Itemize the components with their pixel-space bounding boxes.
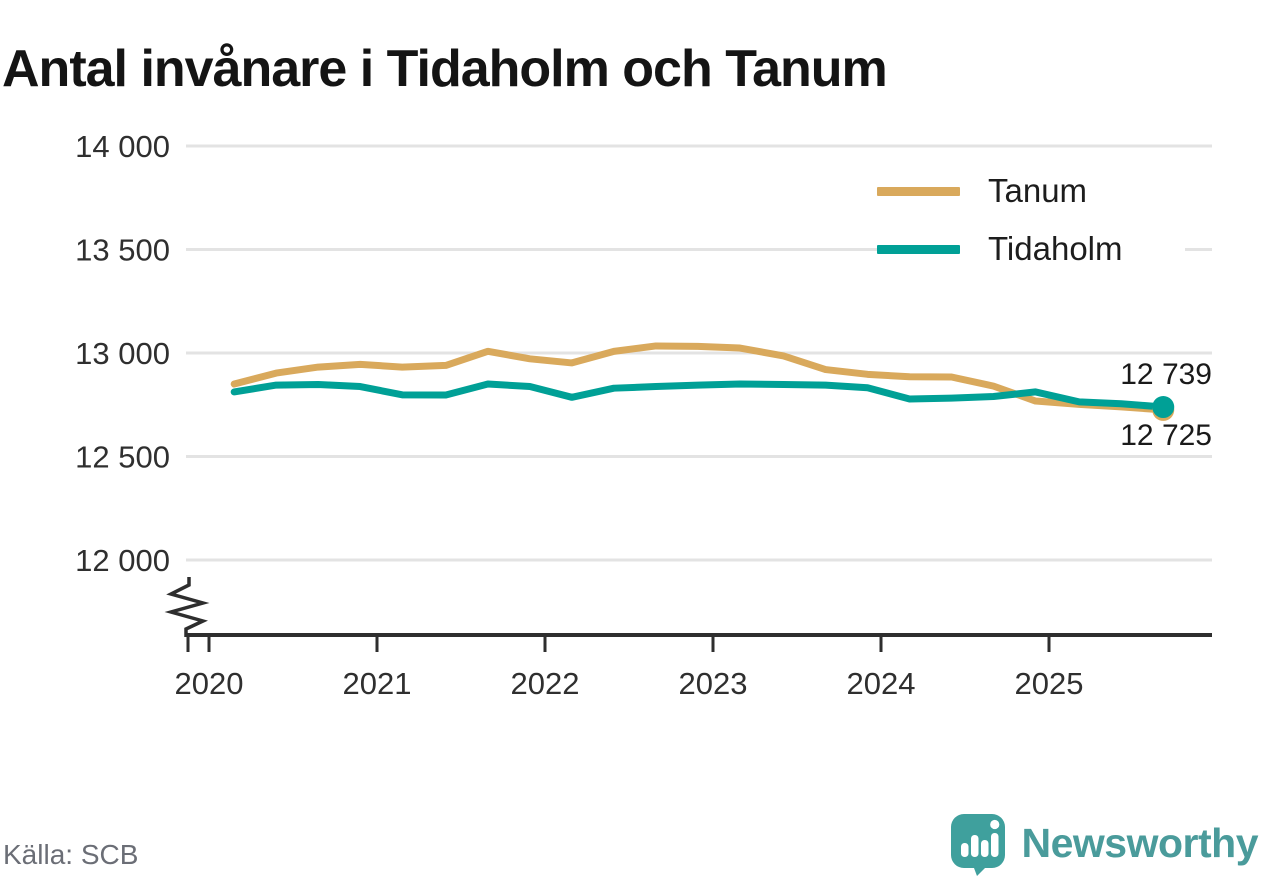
bar-icon — [980, 840, 988, 857]
bar-icon — [960, 843, 968, 857]
series-line-tanum — [230, 342, 1167, 414]
source-note: Källa: SCB — [3, 839, 139, 870]
y-axis-tick-label: 12 000 — [75, 543, 170, 578]
y-axis-tick-label: 13 500 — [75, 233, 170, 268]
legend-item-tanum: Tanum — [877, 171, 1185, 211]
brand-name: Newsworthy — [1021, 819, 1259, 866]
end-value-label-tanum: 12 725 — [1120, 419, 1212, 452]
series-end-dot-tidaholm — [1152, 396, 1175, 419]
legend: Tanum Tidaholm — [877, 171, 1185, 269]
x-axis-tick-label: 2021 — [343, 666, 412, 701]
bar-icon — [970, 835, 978, 857]
y-axis-break-icon — [164, 577, 210, 637]
legend-swatch-tidaholm — [877, 244, 960, 254]
y-axis-tick-label: 12 500 — [75, 440, 170, 475]
x-axis-tick-label: 2023 — [679, 666, 748, 701]
newsworthy-bubble-icon — [950, 814, 1005, 876]
brand-logo: Newsworthy — [947, 810, 1259, 876]
legend-swatch-tanum — [877, 186, 960, 196]
x-axis-tick-label: 2024 — [847, 666, 916, 701]
exclamation-dot-icon — [989, 819, 999, 830]
y-axis-tick-label: 14 000 — [75, 129, 170, 164]
x-axis-tick-label: 2022 — [511, 666, 580, 701]
exclamation-icon — [990, 833, 998, 857]
end-value-label-tidaholm: 12 739 — [1120, 358, 1212, 391]
x-axis-tick-label: 2025 — [1015, 666, 1084, 701]
y-axis-tick-label: 13 000 — [75, 336, 170, 371]
series-line-tidaholm — [230, 380, 1167, 411]
chart-title: Antal invånare i Tidaholm och Tanum — [2, 39, 888, 98]
legend-item-tidaholm: Tidaholm — [877, 229, 1185, 269]
x-axis-tick-label: 2020 — [175, 666, 244, 701]
legend-label-tanum: Tanum — [988, 172, 1088, 209]
legend-label-tidaholm: Tidaholm — [988, 230, 1123, 267]
